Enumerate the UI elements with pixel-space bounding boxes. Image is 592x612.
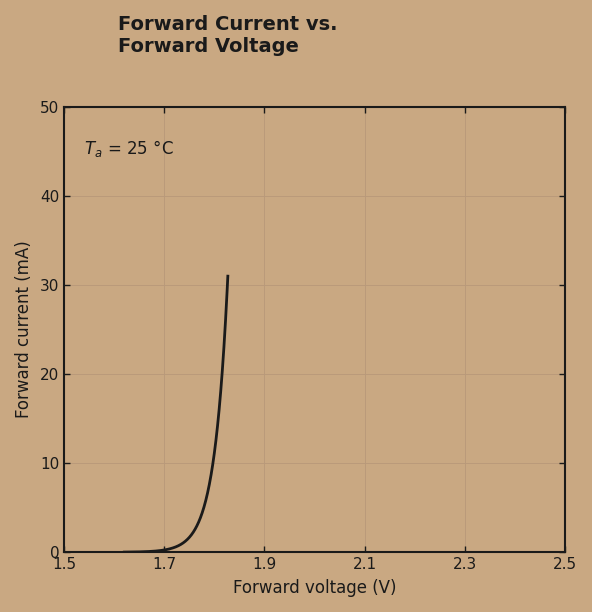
Y-axis label: Forward current (mA): Forward current (mA) (15, 241, 33, 419)
X-axis label: Forward voltage (V): Forward voltage (V) (233, 579, 396, 597)
Text: Forward Voltage: Forward Voltage (118, 37, 300, 56)
Text: $T_a$ = 25 °C: $T_a$ = 25 °C (84, 138, 174, 159)
Text: Forward Current vs.: Forward Current vs. (118, 15, 338, 34)
